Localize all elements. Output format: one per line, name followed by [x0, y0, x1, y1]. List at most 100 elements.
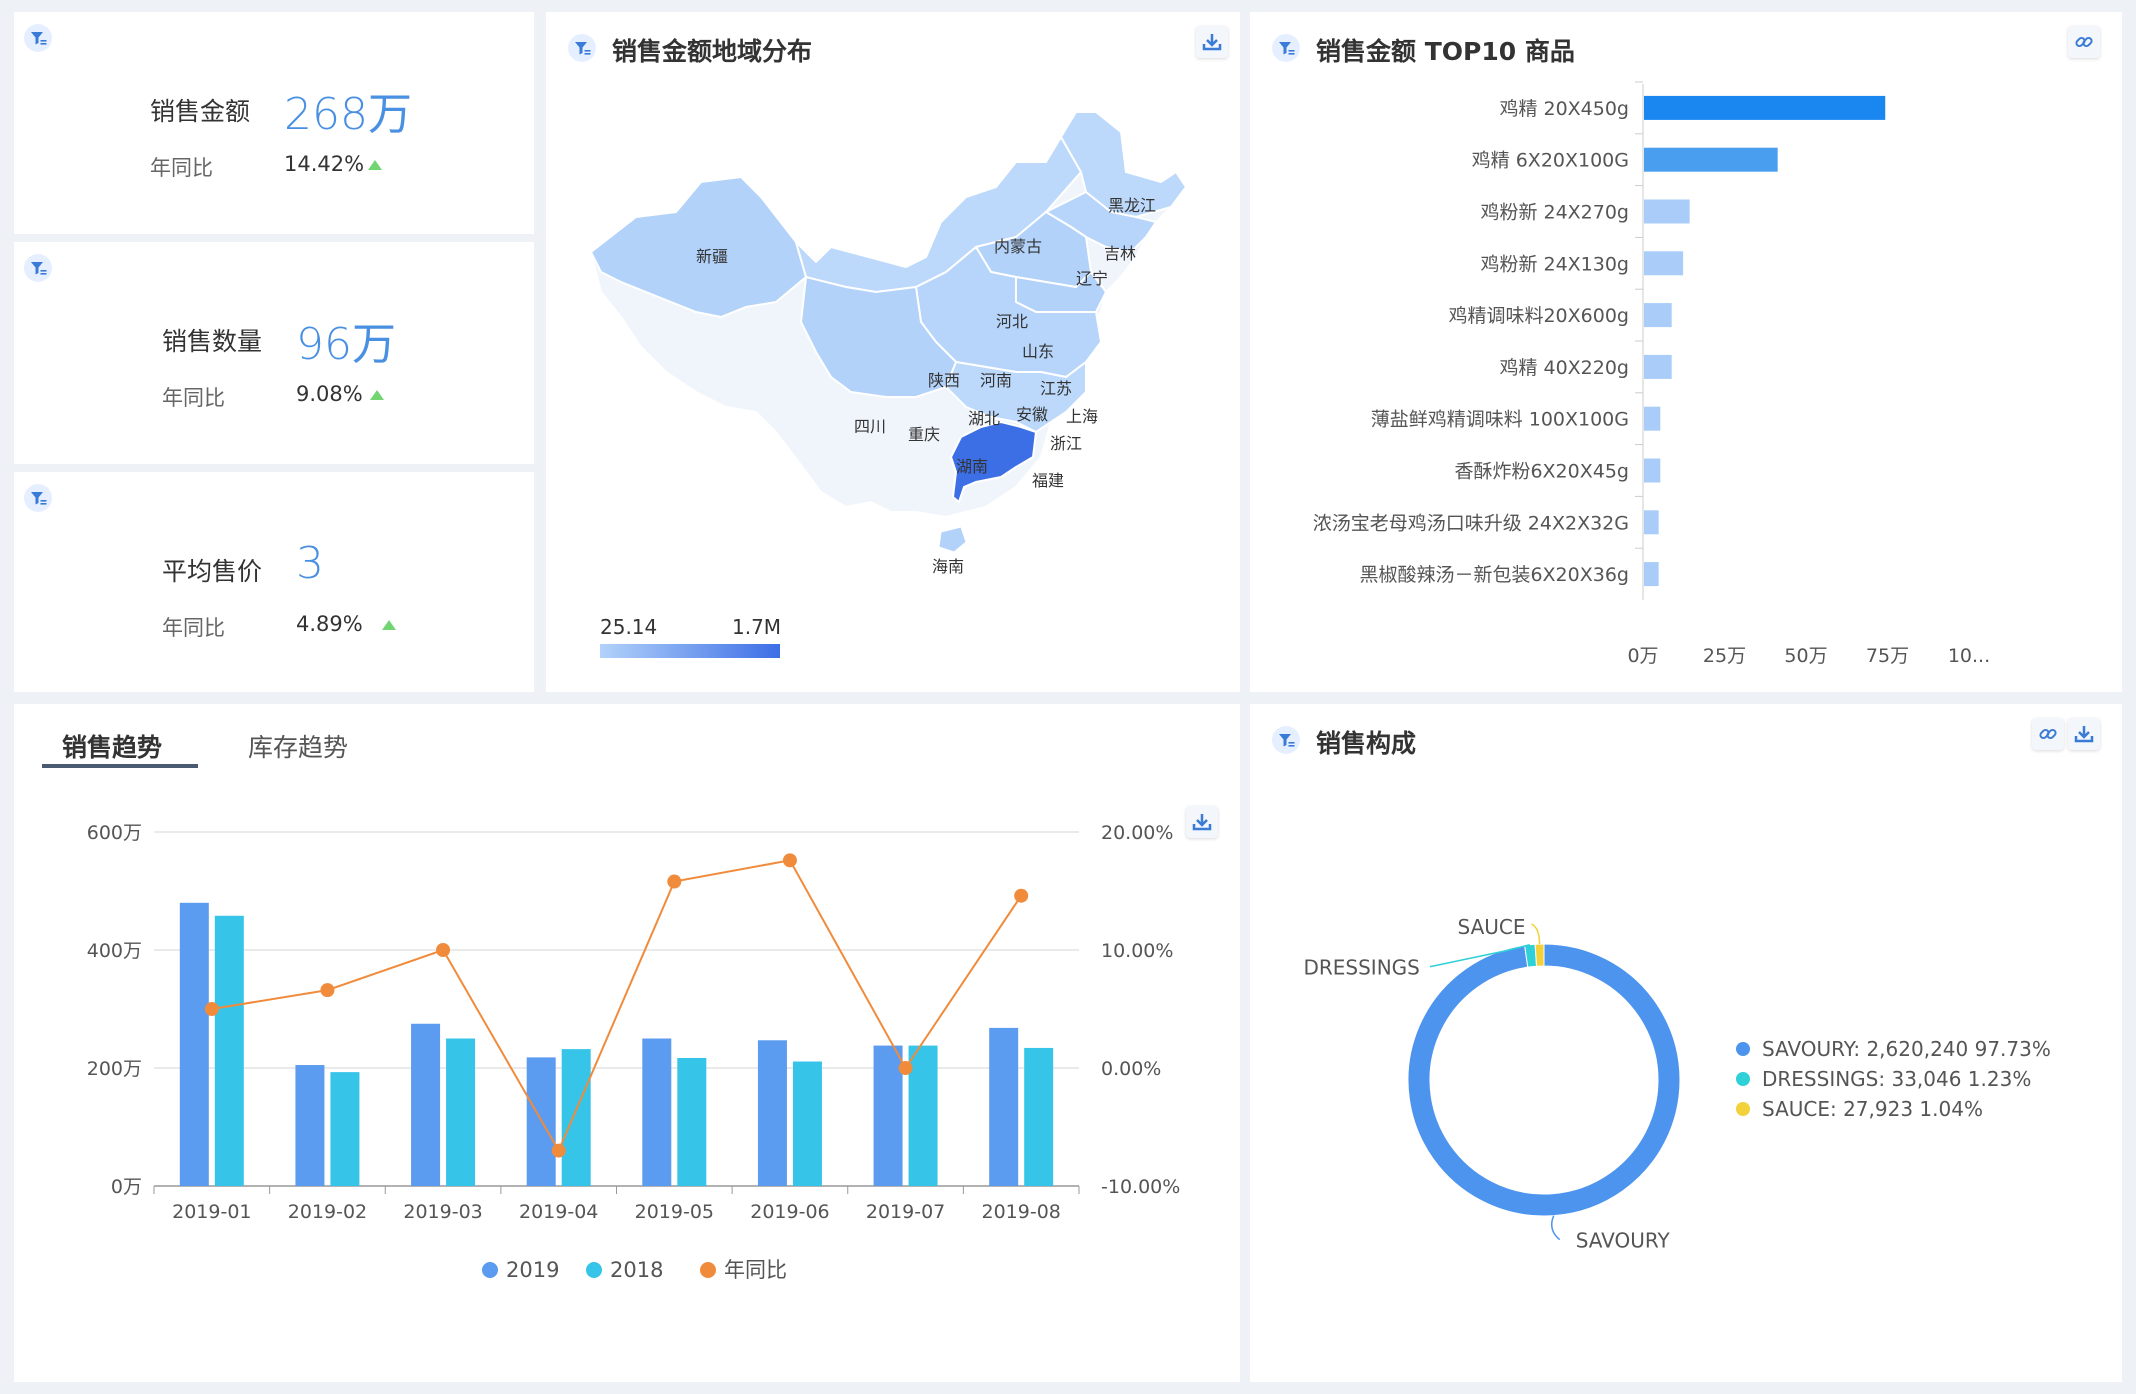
y-right-tick-label: 20.00%	[1101, 822, 1173, 844]
map-region-southeast[interactable]	[944, 360, 1087, 434]
y-tick-label: 鸡精 20X450g	[1499, 98, 1629, 120]
filter-icon[interactable]	[24, 254, 52, 282]
bar-2019[interactable]	[411, 1023, 441, 1186]
y-tick-label: 鸡精调味料20X600g	[1448, 305, 1629, 327]
legend-marker[interactable]	[1736, 1042, 1750, 1056]
x-tick-label: 2019-05	[635, 1201, 714, 1223]
bar-2018[interactable]	[1024, 1047, 1054, 1186]
map-label: 海南	[932, 557, 964, 576]
map-region-xinjiang[interactable]	[589, 175, 808, 319]
yoy-point[interactable]	[551, 1143, 566, 1158]
bar-2019[interactable]	[295, 1065, 325, 1186]
download-icon[interactable]	[1196, 26, 1228, 58]
legend-label[interactable]: SAUCE: 27,923 1.04%	[1762, 1097, 1983, 1121]
bar-2018[interactable]	[446, 1038, 476, 1187]
download-icon[interactable]	[2068, 718, 2100, 750]
bar-2018[interactable]	[214, 915, 244, 1186]
map-label: 江苏	[1040, 379, 1072, 398]
yoy-point[interactable]	[898, 1061, 913, 1075]
legend-label[interactable]: DRESSINGS: 33,046 1.23%	[1762, 1067, 2031, 1091]
x-tick-label: 0万	[1627, 645, 1658, 667]
x-tick-label: 2019-03	[403, 1201, 482, 1223]
legend-marker[interactable]	[482, 1262, 498, 1278]
legend-marker[interactable]	[1736, 1072, 1750, 1086]
kpi-card-sales-amount: 销售金额 268万 年同比 14.42%	[14, 12, 534, 234]
kpi-yoy-label: 年同比	[162, 386, 225, 410]
filter-icon[interactable]	[568, 34, 596, 62]
kpi-card-average-price: 平均售价 3 年同比 4.89%	[14, 472, 534, 692]
bar[interactable]	[1644, 199, 1690, 224]
bar[interactable]	[1644, 251, 1684, 276]
y-left-tick-label: 400万	[87, 940, 142, 962]
download-icon[interactable]	[1186, 806, 1218, 838]
trend-up-icon	[368, 160, 382, 170]
legend-marker[interactable]	[586, 1262, 602, 1278]
legend-label[interactable]: 2019	[506, 1258, 559, 1282]
sales-trend-chart[interactable]: 600万 400万 200万 0万 20.00% 10.00% 0.00% -10.00% 20…	[14, 704, 1240, 1382]
bar-2018[interactable]	[792, 1061, 822, 1186]
kpi-value: 268万	[284, 89, 412, 140]
map-label: 上海	[1066, 407, 1098, 426]
map-legend-gradient[interactable]	[600, 644, 780, 658]
bar-2018[interactable]	[908, 1045, 938, 1186]
x-tick-label: 50万	[1784, 645, 1827, 667]
bar[interactable]	[1644, 406, 1661, 431]
top10-bar-chart[interactable]: 鸡精 20X450g 鸡精 6X20X100G 鸡粉新 24X270g 鸡粉新 24X…	[1250, 12, 2122, 692]
bar-2018[interactable]	[561, 1049, 591, 1186]
map-region-guangdong[interactable]	[949, 420, 1038, 504]
legend-marker[interactable]	[700, 1262, 716, 1278]
yoy-point[interactable]	[436, 943, 451, 957]
filter-icon[interactable]	[24, 484, 52, 512]
filter-icon[interactable]	[24, 24, 52, 52]
map-label: 辽宁	[1076, 269, 1108, 288]
bar-2019[interactable]	[642, 1038, 672, 1187]
bar[interactable]	[1644, 147, 1778, 172]
kpi-yoy-value: 14.42%	[284, 152, 365, 176]
kpi-value: 96万	[296, 319, 396, 370]
bar-2019[interactable]	[757, 1040, 787, 1186]
composition-panel: 销售构成 SAVOURY DRESSINGS SAUCE SAVOURY: 2,620…	[1250, 704, 2122, 1382]
bar-2019[interactable]	[873, 1045, 903, 1186]
x-tick-label: 2019-07	[866, 1201, 945, 1223]
legend-label[interactable]: 年同比	[724, 1258, 787, 1282]
bar[interactable]	[1644, 510, 1659, 535]
link-icon[interactable]	[2068, 26, 2100, 58]
map-label: 重庆	[908, 425, 940, 444]
yoy-point[interactable]	[667, 874, 682, 889]
yoy-line[interactable]	[211, 859, 1023, 1153]
legend-label[interactable]: 2018	[610, 1258, 663, 1282]
map-panel: 销售金额地域分布 新疆 内蒙古 黑龙江 吉林 辽	[546, 12, 1240, 692]
yoy-point[interactable]	[1014, 888, 1029, 903]
donut-slice[interactable]	[1407, 943, 1681, 1217]
link-icon[interactable]	[2032, 718, 2064, 750]
legend-label[interactable]: SAVOURY: 2,620,240 97.73%	[1762, 1037, 2051, 1061]
yoy-point[interactable]	[320, 983, 335, 998]
yoy-point[interactable]	[204, 1002, 219, 1016]
legend-marker[interactable]	[1736, 1102, 1750, 1116]
tab-sales-trend[interactable]: 销售趋势	[62, 733, 163, 762]
x-tick-label: 10...	[1948, 645, 1990, 667]
bar[interactable]	[1644, 458, 1661, 483]
bar-2019[interactable]	[989, 1027, 1019, 1186]
bar[interactable]	[1644, 303, 1672, 328]
slice-label: DRESSINGS	[1303, 956, 1419, 980]
y-right-tick-label: 0.00%	[1101, 1058, 1161, 1080]
kpi-yoy-value: 4.89%	[296, 612, 363, 636]
sales-composition-donut[interactable]: SAVOURY DRESSINGS SAUCE SAVOURY: 2,620,240 …	[1250, 704, 2122, 1382]
bar[interactable]	[1644, 562, 1659, 587]
bar-2019[interactable]	[179, 902, 209, 1186]
bar-2018[interactable]	[677, 1057, 707, 1186]
top10-panel: 销售金额 TOP10 商品 鸡精 20X450g 鸡精 6X20X100G 鸡粉新 …	[1250, 12, 2122, 692]
china-map[interactable]: 新疆 内蒙古 黑龙江 吉林 辽宁 河北 山东 陕西 河南 江苏 安徽 上海 湖北…	[546, 12, 1240, 692]
filter-icon[interactable]	[1272, 34, 1300, 62]
bar[interactable]	[1644, 95, 1886, 120]
slice-label: SAVOURY	[1576, 1229, 1671, 1253]
map-label: 河南	[980, 371, 1012, 390]
bar[interactable]	[1644, 354, 1672, 379]
bar-2018[interactable]	[330, 1072, 360, 1186]
tab-inventory-trend[interactable]: 库存趋势	[248, 733, 349, 762]
filter-icon[interactable]	[1272, 726, 1300, 754]
donut-slice[interactable]	[1534, 943, 1545, 967]
map-region-hainan[interactable]	[938, 526, 967, 553]
yoy-point[interactable]	[782, 853, 797, 868]
